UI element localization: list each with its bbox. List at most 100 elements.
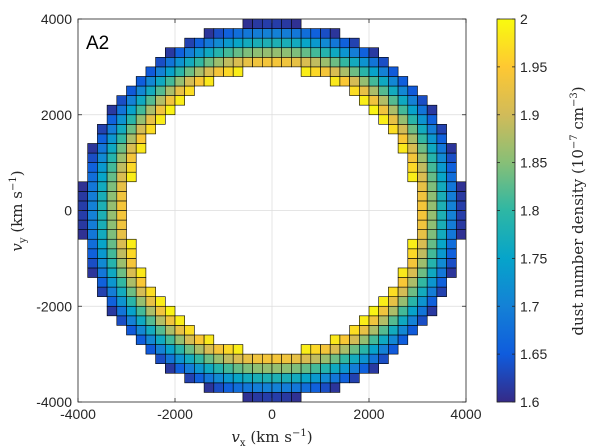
- heatmap-cell: [174, 344, 185, 355]
- heatmap-cell: [446, 258, 457, 269]
- heatmap-cell: [426, 162, 438, 173]
- heatmap-cell: [417, 238, 428, 250]
- heatmap-cell: [388, 286, 399, 297]
- heatmap-cell: [358, 353, 370, 364]
- heatmap-cell: [388, 104, 399, 116]
- heatmap-cell: [426, 210, 438, 221]
- heatmap-cell: [417, 114, 428, 125]
- heatmap-cell: [135, 334, 147, 345]
- heatmap-cell: [407, 248, 418, 259]
- heatmap-cell: [388, 124, 399, 135]
- heatmap-cell: [417, 171, 428, 183]
- heatmap-cell: [446, 229, 457, 240]
- heatmap-cell: [232, 37, 244, 49]
- heatmap-cell: [203, 334, 215, 345]
- heatmap-cell: [135, 143, 147, 154]
- heatmap-cell: [349, 353, 360, 364]
- heatmap-cell: [165, 315, 176, 326]
- heatmap-cell: [281, 392, 292, 402]
- heatmap-cell: [320, 363, 331, 374]
- heatmap-cell: [310, 382, 321, 393]
- heatmap-cell: [339, 363, 350, 374]
- heatmap-cell: [223, 56, 234, 68]
- heatmap-cell: [252, 28, 263, 39]
- heatmap-cell: [155, 114, 166, 125]
- x-tick-label: -2000: [157, 406, 193, 422]
- heatmap-cell: [426, 124, 438, 135]
- heatmap-cell: [310, 372, 321, 384]
- heatmap-cell: [135, 104, 147, 116]
- heatmap-cell: [281, 47, 292, 58]
- heatmap-cell: [174, 66, 185, 77]
- heatmap-cell: [116, 133, 127, 144]
- heatmap-cell: [446, 171, 457, 183]
- heatmap-cell: [116, 219, 127, 230]
- heatmap-cell: [232, 372, 244, 384]
- heatmap-cell: [242, 56, 253, 68]
- heatmap-cell: [252, 382, 263, 393]
- heatmap-cell: [194, 353, 205, 364]
- heatmap-cell: [368, 353, 379, 364]
- heatmap-cell: [135, 305, 147, 317]
- heatmap-cell: [378, 334, 389, 345]
- heatmap-cell: [87, 200, 98, 211]
- heatmap-cell: [165, 344, 176, 355]
- heatmap-cell: [417, 286, 428, 297]
- heatmap-cell: [436, 286, 447, 297]
- heatmap-cell: [349, 85, 360, 96]
- heatmap-cell: [320, 66, 331, 77]
- heatmap-cell: [329, 37, 341, 49]
- heatmap-cell: [106, 200, 118, 211]
- heatmap-cell: [426, 229, 438, 240]
- heatmap-cell: [87, 258, 98, 269]
- heatmap-cell: [184, 76, 195, 87]
- x-tick-label: 4000: [450, 406, 481, 422]
- heatmap-cell: [349, 66, 360, 77]
- heatmap-cell: [417, 210, 428, 221]
- heatmap-cell: [87, 143, 98, 154]
- heatmap-cell: [446, 248, 457, 259]
- heatmap-cell: [145, 114, 156, 125]
- heatmap-cell: [87, 219, 98, 230]
- heatmap-cell: [242, 363, 253, 374]
- heatmap-cell: [436, 152, 447, 163]
- heatmap-cell: [417, 200, 428, 211]
- heatmap-cell: [145, 76, 156, 87]
- heatmap-cell: [417, 267, 428, 278]
- heatmap-cell: [291, 28, 302, 39]
- heatmap-cell: [145, 305, 156, 317]
- heatmap-cell: [252, 37, 263, 49]
- heatmap-cell: [252, 353, 263, 364]
- heatmap-cell: [242, 372, 253, 384]
- heatmap-cell: [300, 37, 312, 49]
- heatmap-cell: [106, 152, 118, 163]
- heatmap-cell: [78, 181, 88, 192]
- heatmap-cell: [417, 162, 428, 173]
- heatmap-cell: [436, 267, 447, 278]
- heatmap-cell: [417, 191, 428, 202]
- heatmap-cell: [97, 219, 108, 230]
- heatmap-cell: [358, 95, 370, 106]
- heatmap-cell: [223, 363, 234, 374]
- heatmap-cell: [126, 258, 137, 269]
- heatmap-cell: [397, 334, 409, 345]
- colorbar-tick-label: 1.6: [520, 394, 540, 410]
- heatmap-cell: [203, 66, 215, 77]
- heatmap-cell: [155, 344, 166, 355]
- heatmap-cell: [126, 248, 137, 259]
- heatmap-cell: [106, 124, 118, 135]
- heatmap-cell: [329, 28, 341, 39]
- heatmap-cell: [232, 28, 244, 39]
- heatmap-cell: [368, 85, 379, 96]
- heatmap-cell: [97, 171, 108, 183]
- heatmap-cell: [436, 171, 447, 183]
- heatmap-cell: [87, 229, 98, 240]
- heatmap-cell: [339, 76, 350, 87]
- heatmap-cell: [417, 315, 428, 326]
- heatmap-cell: [116, 229, 127, 240]
- heatmap-cell: [388, 305, 399, 317]
- heatmap-cell: [174, 47, 185, 58]
- heatmap-cell: [261, 56, 273, 68]
- heatmap-cell: [106, 143, 118, 154]
- heatmap-cell: [271, 56, 282, 68]
